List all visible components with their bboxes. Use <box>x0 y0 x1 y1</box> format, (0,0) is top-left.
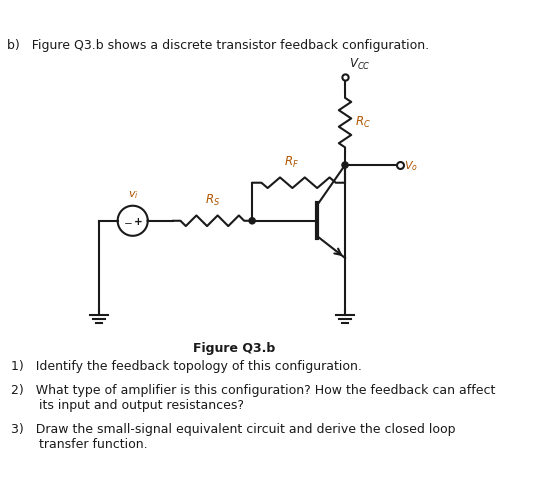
Text: $R_F$: $R_F$ <box>284 155 299 170</box>
Text: $R_S$: $R_S$ <box>205 193 220 209</box>
Text: $V_o$: $V_o$ <box>404 159 418 173</box>
Circle shape <box>342 162 348 168</box>
Text: 3)   Draw the small-signal equivalent circuit and derive the closed loop: 3) Draw the small-signal equivalent circ… <box>11 424 455 437</box>
Circle shape <box>249 218 255 224</box>
Text: b)   Figure Q3.b shows a discrete transistor feedback configuration.: b) Figure Q3.b shows a discrete transist… <box>7 39 429 51</box>
Text: 2)   What type of amplifier is this configuration? How the feedback can affect: 2) What type of amplifier is this config… <box>11 384 495 397</box>
Text: $V_{CC}$: $V_{CC}$ <box>349 57 370 72</box>
Text: 1)   Identify the feedback topology of this configuration.: 1) Identify the feedback topology of thi… <box>11 360 361 373</box>
Text: $v_i$: $v_i$ <box>128 190 139 201</box>
Text: Figure Q3.b: Figure Q3.b <box>193 342 276 355</box>
Text: +: + <box>133 217 142 227</box>
Text: its input and output resistances?: its input and output resistances? <box>11 399 244 411</box>
Text: $-$: $-$ <box>122 217 132 227</box>
Text: $R_C$: $R_C$ <box>355 115 371 130</box>
Text: transfer function.: transfer function. <box>11 438 147 451</box>
